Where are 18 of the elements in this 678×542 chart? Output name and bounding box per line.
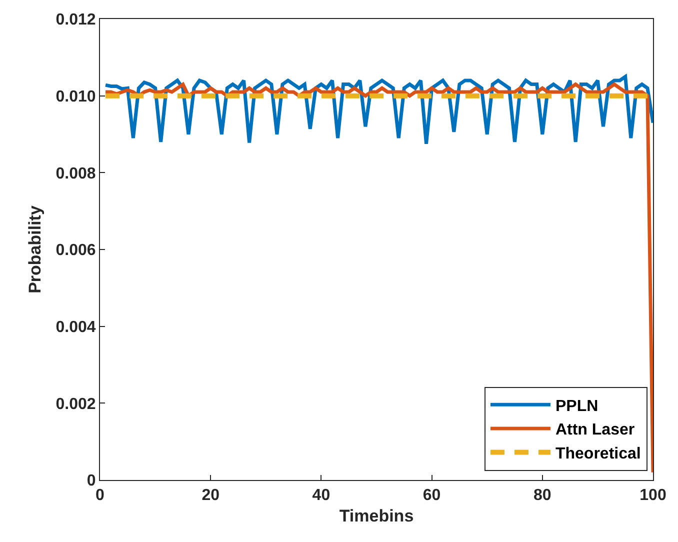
x-tick-label: 60 — [422, 487, 441, 504]
x-tick-label: 80 — [534, 487, 552, 504]
x-tick-label: 40 — [312, 487, 330, 504]
x-tick-label: 20 — [202, 487, 220, 504]
y-tick-label: 0.012 — [56, 12, 96, 29]
line-series — [104, 82, 653, 474]
legend-label: Theoretical — [555, 446, 641, 463]
x-axis-title: Timebins — [339, 506, 414, 526]
y-tick-label: 0.008 — [56, 165, 96, 182]
y-tick-label: 0 — [86, 472, 96, 490]
x-tick-label: 100 — [640, 487, 666, 504]
y-tick-label: 0.004 — [56, 318, 96, 336]
y-axis-title: Probability — [25, 205, 44, 294]
y-tick-label: 0.010 — [56, 88, 96, 106]
legend-label: PPLN — [555, 398, 598, 415]
y-tick-label: 0.002 — [56, 396, 96, 413]
y-tick-label: 0.006 — [56, 242, 96, 260]
legend-label: Attn Laser — [555, 422, 635, 439]
